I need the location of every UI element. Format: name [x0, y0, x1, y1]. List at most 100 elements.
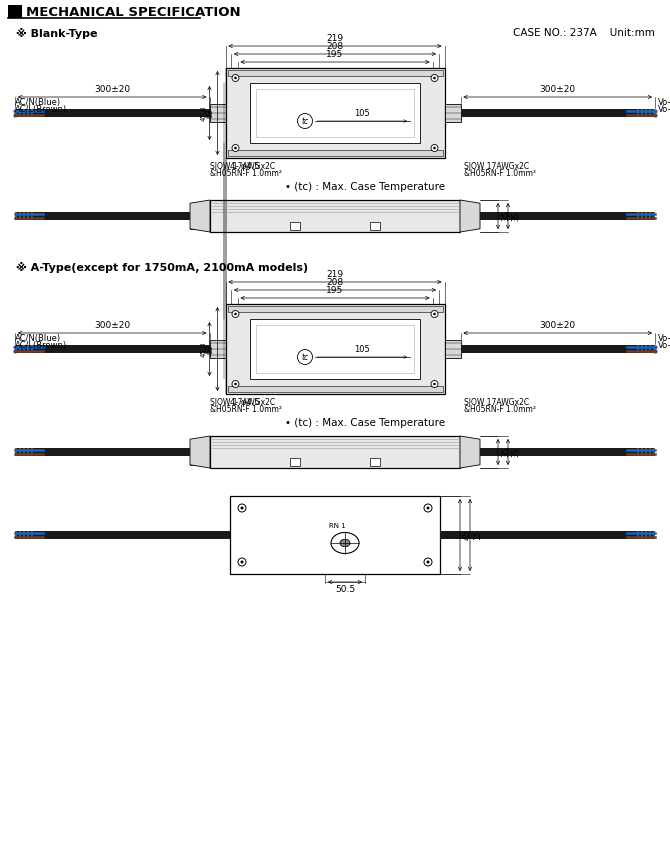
Circle shape	[241, 560, 243, 564]
Circle shape	[234, 147, 237, 149]
Bar	[645, 109, 647, 117]
Text: 35: 35	[511, 211, 520, 221]
Circle shape	[238, 504, 246, 512]
Text: SJOW 17AWGx2C: SJOW 17AWGx2C	[210, 162, 275, 171]
Circle shape	[431, 381, 438, 387]
Text: tc: tc	[302, 352, 309, 362]
Circle shape	[427, 506, 429, 510]
Circle shape	[297, 113, 312, 129]
Text: 4- φ4.5: 4- φ4.5	[230, 162, 259, 171]
Text: 195: 195	[326, 286, 344, 295]
Bar	[15, 109, 17, 117]
Bar	[256, 325, 414, 373]
Bar	[250, 83, 420, 143]
Bar	[290, 458, 300, 466]
Bar	[653, 531, 655, 539]
Bar	[15, 212, 190, 220]
Circle shape	[232, 145, 239, 152]
Bar	[23, 109, 25, 117]
Text: 35: 35	[501, 211, 510, 221]
Bar	[210, 104, 226, 122]
Text: 4- φ4.5: 4- φ4.5	[230, 398, 259, 407]
Circle shape	[433, 383, 436, 386]
Bar	[15, 448, 190, 456]
Circle shape	[431, 145, 438, 152]
Text: CASE NO.: 237A    Unit:mm: CASE NO.: 237A Unit:mm	[513, 28, 655, 38]
Bar	[440, 531, 655, 539]
Text: RN 1: RN 1	[328, 524, 345, 530]
Circle shape	[424, 558, 432, 566]
Polygon shape	[190, 200, 210, 232]
Text: 15: 15	[473, 530, 482, 540]
Bar	[637, 345, 639, 353]
Circle shape	[238, 558, 246, 566]
Text: tc: tc	[302, 117, 309, 125]
Bar	[8, 5, 22, 18]
Bar	[641, 345, 643, 353]
Bar	[637, 531, 639, 539]
Text: 219: 219	[326, 270, 344, 279]
Circle shape	[232, 310, 239, 317]
Bar	[649, 109, 651, 117]
Bar	[27, 531, 29, 539]
Circle shape	[433, 147, 436, 149]
Bar	[645, 531, 647, 539]
Ellipse shape	[340, 539, 350, 547]
Bar	[228, 306, 442, 312]
Text: SJOW 17AWGx2C: SJOW 17AWGx2C	[464, 398, 529, 407]
Text: 45: 45	[463, 530, 472, 540]
Circle shape	[232, 381, 239, 387]
Circle shape	[234, 383, 237, 386]
Bar	[645, 212, 647, 220]
Bar	[19, 345, 21, 353]
Bar	[649, 448, 651, 456]
Bar	[31, 531, 33, 539]
Text: &H05RN-F 1.0mm²: &H05RN-F 1.0mm²	[210, 169, 281, 178]
Text: SJOW 17AWGx2C: SJOW 17AWGx2C	[210, 398, 275, 407]
Circle shape	[431, 75, 438, 81]
Bar	[653, 448, 655, 456]
Bar	[637, 212, 639, 220]
Bar	[653, 212, 655, 220]
Text: • (tc) : Max. Case Temperature: • (tc) : Max. Case Temperature	[285, 418, 445, 428]
Bar	[226, 304, 444, 394]
Circle shape	[424, 504, 432, 512]
Text: &H05RN-F 1.0mm²: &H05RN-F 1.0mm²	[464, 405, 535, 414]
Bar	[649, 345, 651, 353]
Bar	[31, 448, 33, 456]
Bar	[15, 109, 210, 117]
Bar	[228, 150, 442, 156]
Text: 105: 105	[354, 345, 370, 354]
Ellipse shape	[331, 532, 359, 554]
Bar	[15, 531, 230, 539]
Circle shape	[234, 313, 237, 315]
Circle shape	[241, 506, 243, 510]
Circle shape	[433, 313, 436, 315]
Bar	[228, 70, 442, 76]
Bar	[653, 345, 655, 353]
Text: • (tc) : Max. Case Temperature: • (tc) : Max. Case Temperature	[285, 182, 445, 192]
Text: 219: 219	[326, 34, 344, 43]
Bar	[23, 448, 25, 456]
Text: AC/L(Brown): AC/L(Brown)	[15, 341, 67, 350]
Bar	[19, 448, 21, 456]
Bar	[31, 109, 33, 117]
Bar	[653, 109, 655, 117]
Text: ※ Blank-Type: ※ Blank-Type	[16, 28, 98, 39]
Text: 300±20: 300±20	[540, 321, 576, 330]
Bar	[645, 345, 647, 353]
Bar	[23, 531, 25, 539]
Text: MECHANICAL SPECIFICATION: MECHANICAL SPECIFICATION	[26, 5, 241, 19]
Bar	[649, 212, 651, 220]
Bar	[19, 531, 21, 539]
Bar	[15, 531, 17, 539]
Bar	[27, 448, 29, 456]
Text: 45.8: 45.8	[200, 341, 206, 357]
Text: 208: 208	[326, 278, 344, 287]
Text: 208: 208	[326, 42, 344, 51]
Bar	[480, 448, 655, 456]
Bar	[256, 89, 414, 137]
Polygon shape	[190, 436, 210, 468]
Bar	[460, 109, 655, 117]
Bar	[641, 212, 643, 220]
